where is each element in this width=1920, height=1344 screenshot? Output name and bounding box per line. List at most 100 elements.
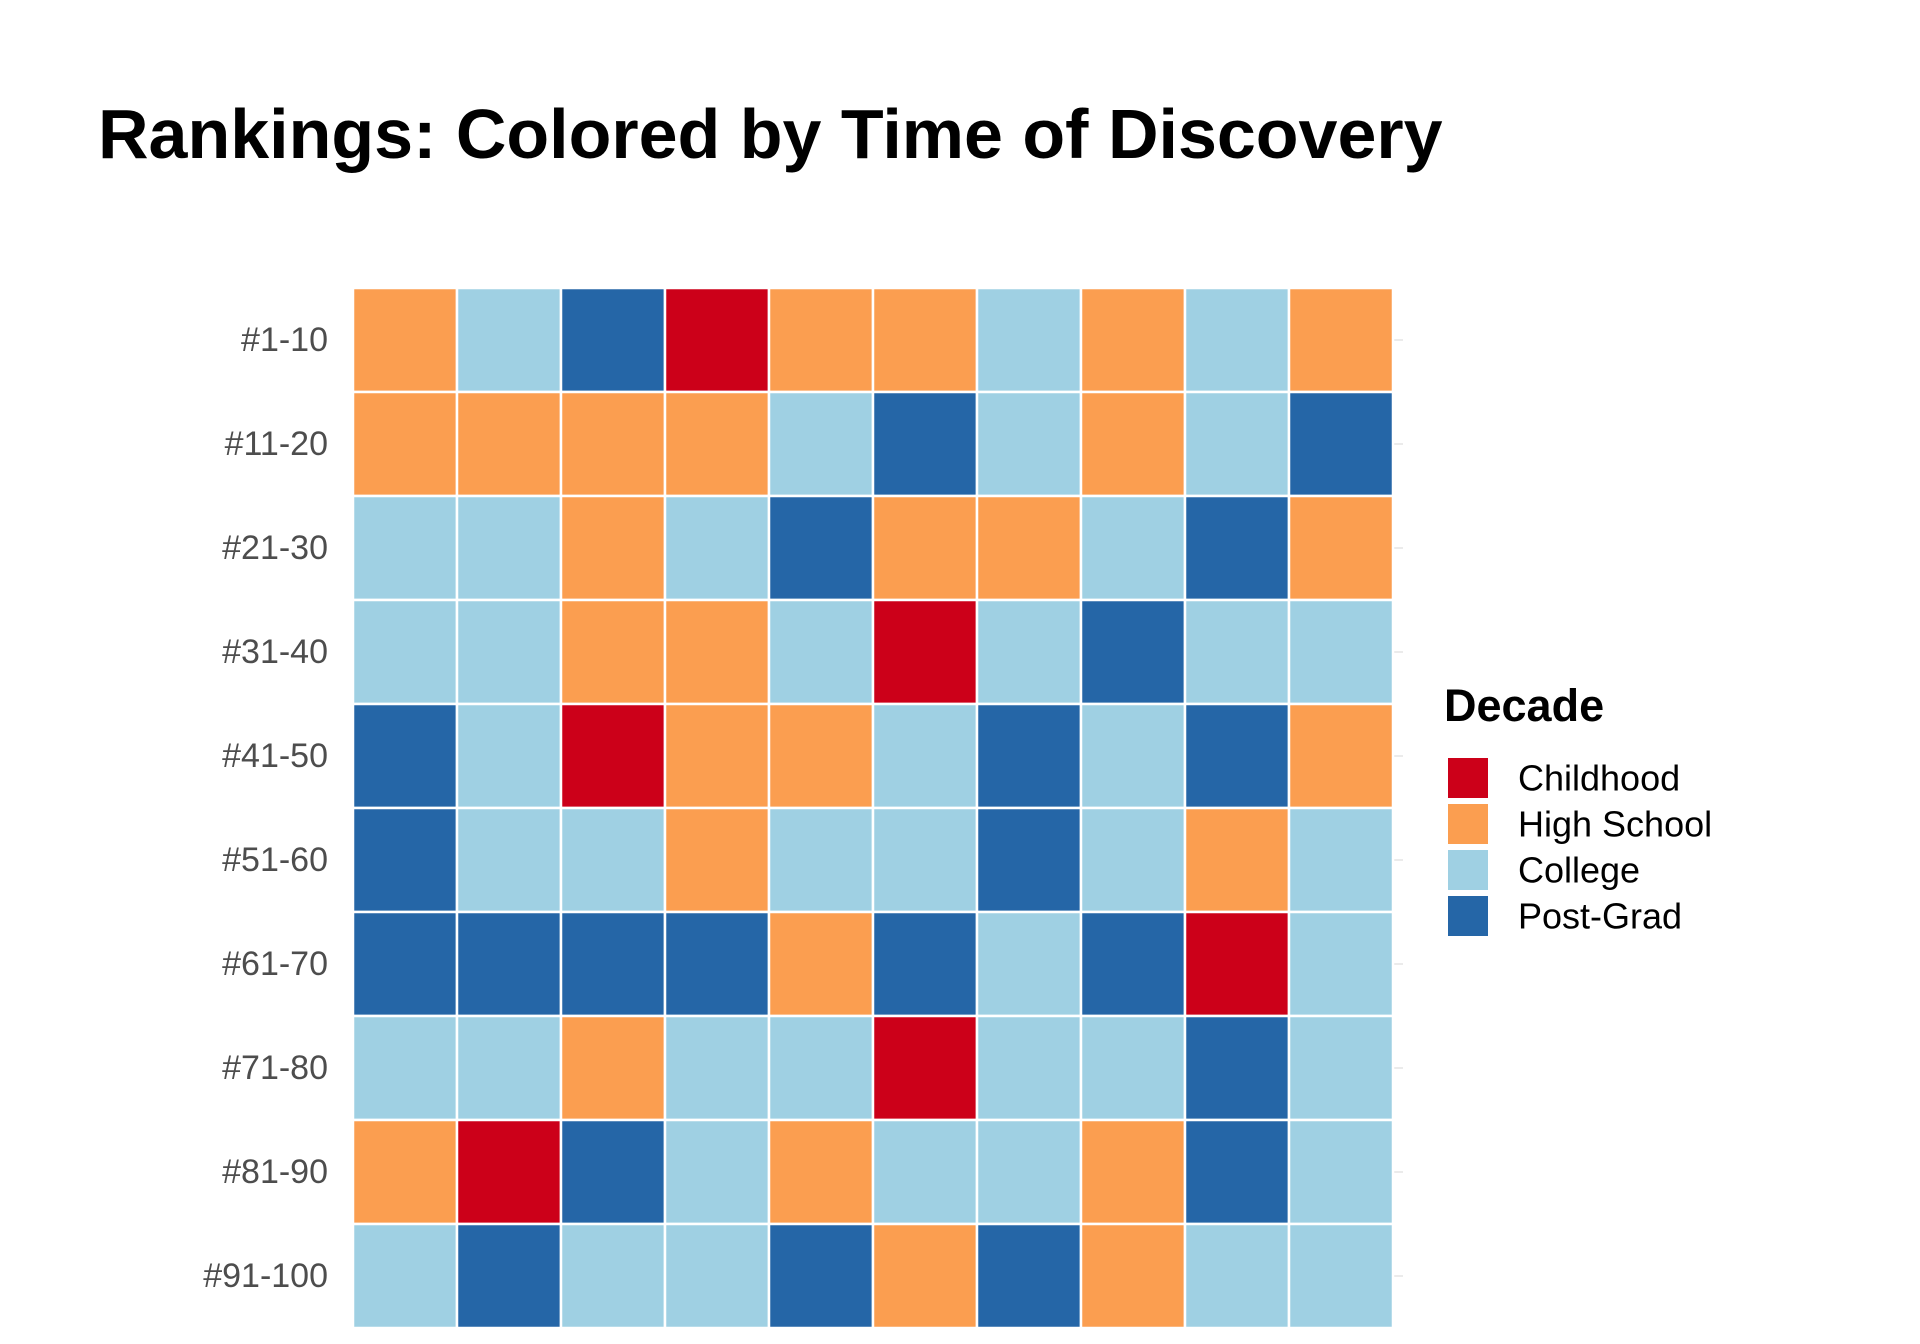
heatmap-cell — [455, 286, 563, 394]
heatmap-cell — [455, 1014, 563, 1122]
chart-title: Rankings: Colored by Time of Discovery — [98, 95, 1443, 173]
heatmap-cell — [871, 702, 979, 810]
heatmap-cell — [871, 1118, 979, 1226]
legend-label: Post-Grad — [1518, 896, 1682, 937]
heatmap-cell — [767, 1118, 875, 1226]
heatmap-cell — [663, 390, 771, 498]
legend-key — [1448, 896, 1488, 936]
legend: Decade Childhood High School College Post-G… — [1444, 680, 1712, 937]
heatmap-cell — [559, 1118, 667, 1226]
heatmap-cells — [351, 286, 1395, 1330]
heatmap-cell — [559, 494, 667, 602]
y-tick-label: #91-100 — [203, 1257, 328, 1295]
heatmap-cell — [767, 286, 875, 394]
heatmap-cell — [663, 1014, 771, 1122]
heatmap-cell — [455, 494, 563, 602]
heatmap-cell — [351, 1118, 459, 1226]
heatmap-cell — [351, 806, 459, 914]
heatmap-cell — [767, 598, 875, 706]
heatmap-cell — [871, 1014, 979, 1122]
heatmap-cell — [1079, 286, 1187, 394]
heatmap-cell — [455, 1222, 563, 1330]
heatmap-cell — [455, 702, 563, 810]
heatmap-cell — [975, 910, 1083, 1018]
heatmap-cell — [1183, 910, 1291, 1018]
heatmap-cell — [351, 702, 459, 810]
legend-key — [1448, 804, 1488, 844]
heatmap-cell — [1287, 1222, 1395, 1330]
y-tick-label: #81-90 — [222, 1153, 328, 1191]
heatmap-cell — [663, 910, 771, 1018]
heatmap-cell — [871, 286, 979, 394]
legend-label: High School — [1518, 804, 1712, 845]
heatmap-cell — [1183, 702, 1291, 810]
heatmap-cell — [1287, 1014, 1395, 1122]
heatmap-cell — [871, 806, 979, 914]
heatmap-cell — [559, 806, 667, 914]
heatmap-cell — [455, 598, 563, 706]
legend-label: Childhood — [1518, 758, 1680, 799]
heatmap-cell — [1287, 910, 1395, 1018]
heatmap-cell — [559, 702, 667, 810]
y-tick-label: #61-70 — [222, 945, 328, 983]
legend-label: College — [1518, 850, 1640, 891]
y-tick-label: #1-10 — [241, 321, 328, 359]
heatmap-cell — [559, 598, 667, 706]
heatmap-cell — [975, 494, 1083, 602]
heatmap-cell — [1287, 286, 1395, 394]
legend-key — [1448, 758, 1488, 798]
heatmap-cell — [767, 1222, 875, 1330]
heatmap-cell — [1183, 1222, 1291, 1330]
heatmap-cell — [663, 598, 771, 706]
heatmap-cell — [351, 910, 459, 1018]
heatmap-cell — [767, 910, 875, 1018]
heatmap-cell — [1079, 806, 1187, 914]
heatmap-cell — [1183, 494, 1291, 602]
heatmap-cell — [1287, 806, 1395, 914]
heatmap-cell — [871, 390, 979, 498]
heatmap-cell — [455, 910, 563, 1018]
heatmap-cell — [871, 494, 979, 602]
heatmap-cell — [767, 1014, 875, 1122]
heatmap-cell — [767, 806, 875, 914]
legend-key — [1448, 850, 1488, 890]
heatmap-cell — [1079, 598, 1187, 706]
heatmap-cell — [1183, 390, 1291, 498]
heatmap-cell — [1079, 910, 1187, 1018]
heatmap-cell — [975, 286, 1083, 394]
heatmap-cell — [559, 1014, 667, 1122]
heatmap-cell — [1287, 390, 1395, 498]
heatmap-cell — [559, 1222, 667, 1330]
heatmap-cell — [351, 1014, 459, 1122]
heatmap-cell — [663, 1222, 771, 1330]
y-tick-label: #31-40 — [222, 633, 328, 671]
heatmap-cell — [1183, 286, 1291, 394]
heatmap-cell — [1287, 1118, 1395, 1226]
heatmap-cell — [1079, 494, 1187, 602]
heatmap-cell — [1183, 598, 1291, 706]
heatmap-cell — [871, 1222, 979, 1330]
heatmap-cell — [663, 806, 771, 914]
y-tick-label: #21-30 — [222, 529, 328, 567]
heatmap-cell — [559, 286, 667, 394]
heatmap-cell — [767, 494, 875, 602]
heatmap-cell — [975, 1014, 1083, 1122]
heatmap-cell — [767, 390, 875, 498]
heatmap-cell — [975, 598, 1083, 706]
heatmap-cell — [1079, 1014, 1187, 1122]
y-tick-label: #51-60 — [222, 841, 328, 879]
y-tick-label: #71-80 — [222, 1049, 328, 1087]
heatmap-cell — [975, 1222, 1083, 1330]
heatmap-cell — [871, 598, 979, 706]
heatmap-cell — [1183, 1014, 1291, 1122]
heatmap-cell — [1183, 806, 1291, 914]
heatmap-cell — [1079, 1222, 1187, 1330]
heatmap-cell — [767, 702, 875, 810]
heatmap-cell — [663, 286, 771, 394]
heatmap-cell — [975, 702, 1083, 810]
heatmap-cell — [663, 1118, 771, 1226]
heatmap-cell — [663, 494, 771, 602]
heatmap-cell — [455, 1118, 563, 1226]
heatmap-cell — [975, 806, 1083, 914]
